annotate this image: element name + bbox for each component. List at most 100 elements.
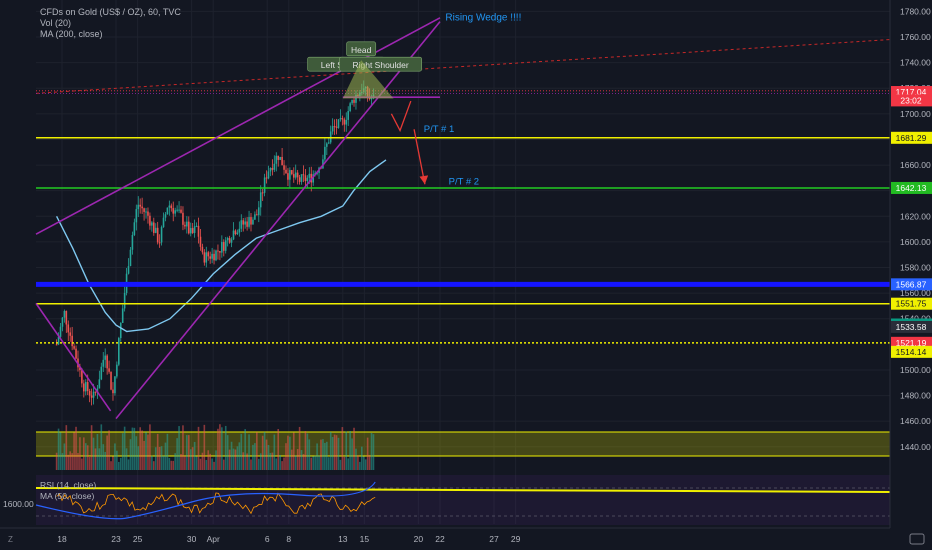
candle-body — [329, 131, 332, 143]
volume-bar — [174, 453, 176, 470]
volume-bar — [366, 437, 369, 470]
candle-body — [186, 221, 188, 227]
volume-bar — [320, 439, 322, 470]
candle-body — [254, 214, 256, 220]
volume-bar — [292, 432, 295, 470]
candle-body — [151, 222, 153, 226]
candle-body — [160, 227, 163, 243]
candle-body — [217, 250, 219, 252]
price-label-bg — [891, 181, 932, 194]
candle-body — [203, 252, 206, 263]
candle-body — [73, 346, 75, 349]
candle-body — [184, 224, 186, 227]
volume-bar — [287, 435, 289, 470]
candle-body — [230, 239, 233, 243]
volume-bar — [361, 446, 363, 470]
volume-bar — [277, 428, 280, 470]
candle-body — [259, 192, 262, 208]
volume-bar — [259, 453, 262, 470]
volume-bar — [308, 439, 311, 470]
volume-bar — [77, 453, 79, 470]
volume-bar — [203, 424, 206, 470]
candle-body — [61, 317, 64, 327]
y-tick-label: 1560.00 — [900, 288, 931, 298]
volume-bar — [326, 441, 328, 470]
candle-body — [170, 205, 173, 209]
volume-bar — [193, 441, 196, 470]
volume-bar — [69, 451, 72, 470]
candle-body — [234, 230, 237, 235]
volume-bar — [230, 441, 233, 470]
candle-body — [57, 336, 60, 345]
volume-bar — [187, 435, 190, 470]
y-tick-label: 1760.00 — [900, 32, 931, 42]
candle-body — [112, 389, 114, 394]
volume-bar — [351, 438, 353, 470]
volume-bar — [108, 430, 110, 470]
candle-body — [129, 249, 132, 267]
volume-bar — [252, 444, 254, 470]
volume-bar — [238, 442, 241, 470]
candle-body — [102, 359, 105, 367]
volume-bar — [281, 461, 283, 470]
hs-shading — [342, 60, 394, 99]
candle-body — [156, 227, 159, 243]
head-label: Head — [346, 41, 377, 57]
volume-bar — [98, 448, 101, 470]
candle-body — [281, 156, 283, 166]
volume-bar — [147, 434, 149, 470]
candle-body — [172, 208, 175, 214]
volume-bar — [116, 450, 118, 470]
volume-bar — [83, 437, 85, 470]
volume-bar — [263, 431, 266, 470]
candle-body — [90, 395, 93, 398]
price-label-text: 1551.75 — [896, 299, 927, 309]
volume-bar — [368, 454, 371, 470]
rsi-legend-rsi: RSI (14, close) — [40, 480, 96, 490]
y-tick-label: 1660.00 — [900, 160, 931, 170]
volume-bar — [201, 452, 204, 470]
candle-body — [201, 246, 204, 253]
volume-bar — [106, 435, 108, 470]
candle-body — [222, 242, 225, 251]
volume-bar — [217, 428, 219, 470]
candle-body — [108, 368, 110, 372]
volume-bar — [215, 450, 217, 470]
volume-bar — [304, 431, 307, 470]
candle-body — [88, 390, 91, 396]
candle-body — [213, 253, 215, 261]
volume-bar — [224, 425, 227, 470]
volume-bar — [246, 453, 248, 470]
volume-bar — [162, 455, 165, 470]
candle-body — [135, 209, 138, 223]
volume-bar — [219, 424, 221, 470]
volume-bar — [127, 459, 130, 470]
volume-bar — [312, 456, 315, 470]
price-pane — [36, 0, 890, 472]
volume-bar — [75, 426, 77, 470]
candle-body — [106, 355, 108, 369]
volume-bar — [180, 454, 182, 470]
candle-body — [137, 204, 140, 210]
candle-body — [291, 170, 293, 175]
candle-body — [168, 205, 171, 208]
volume-bar — [213, 461, 215, 470]
candle-body — [127, 266, 130, 274]
candle-body — [182, 212, 184, 225]
volume-bar — [88, 456, 91, 470]
volume-bar — [324, 442, 326, 470]
volume-bar — [242, 452, 245, 470]
candle-body — [55, 344, 58, 346]
candle-body — [226, 238, 229, 241]
x-tick-label: Apr — [207, 534, 220, 544]
volume-bar — [178, 426, 180, 470]
candle-body — [191, 228, 194, 233]
candle-body — [215, 250, 217, 261]
candle-body — [242, 220, 245, 225]
chart-legend: CFDs on Gold (US$ / OZ), 60, TVC Vol (20… — [40, 7, 181, 40]
candle-body — [174, 210, 176, 214]
volume-bar — [254, 443, 256, 470]
volume-bar — [211, 458, 213, 470]
volume-bar — [149, 424, 151, 470]
volume-bar — [291, 449, 293, 470]
